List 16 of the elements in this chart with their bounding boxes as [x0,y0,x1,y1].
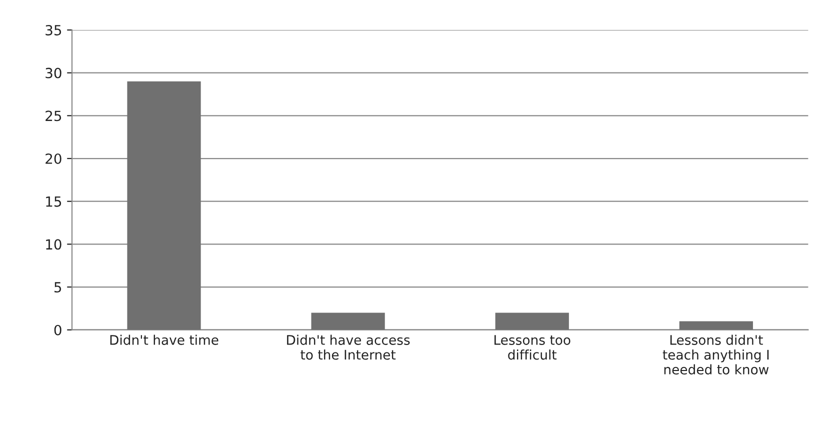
x-tick-label: Didn't have access to the Internet [287,334,410,360]
x-tick-label: Lessons didn't teach anything I needed to know [662,334,769,374]
y-tick-label: 35 [46,24,62,36]
bar [127,81,201,330]
y-tick-label: 20 [46,153,62,164]
y-tick-label: 0 [54,324,62,336]
bar [311,312,385,330]
y-tick-label: 10 [46,239,62,250]
y-tick-label: 30 [46,68,62,78]
y-tick-label: 25 [46,110,62,122]
y-tick-label: 5 [54,282,62,292]
bar [495,312,569,330]
x-tick-label: Lessons too difficult [494,335,570,360]
y-tick-label: 15 [46,196,62,207]
x-tick-label: Didn't have time [110,334,218,345]
bar [679,321,753,330]
